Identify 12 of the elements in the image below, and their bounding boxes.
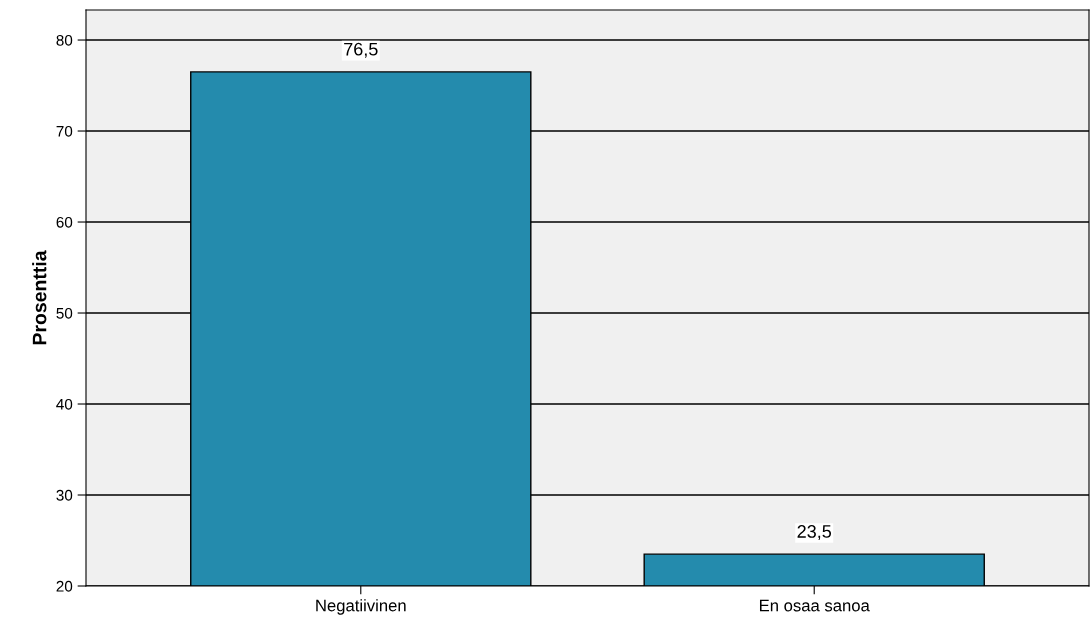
- y-tick-label: 50: [56, 307, 73, 319]
- y-tick-label: 40: [56, 398, 73, 410]
- y-tick-label: 60: [56, 216, 73, 228]
- y-tick-label: 80: [56, 34, 73, 46]
- y-tick-label: 30: [56, 489, 73, 501]
- data-label: 76,5: [344, 42, 378, 58]
- x-tick-label: En osaa sanoa: [759, 599, 870, 612]
- y-tick-label: 70: [56, 125, 73, 137]
- y-axis-title: Prosenttia: [32, 250, 47, 345]
- y-tick-label: 20: [56, 580, 73, 592]
- data-label: 23,5: [797, 525, 832, 540]
- x-tick-label: Negatiivinen: [316, 599, 406, 615]
